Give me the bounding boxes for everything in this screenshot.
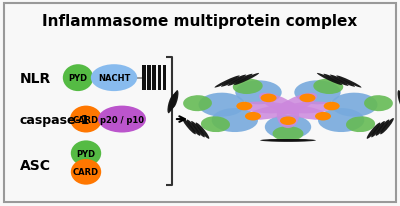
- Ellipse shape: [267, 139, 302, 142]
- Ellipse shape: [234, 74, 259, 86]
- Ellipse shape: [191, 121, 205, 138]
- Ellipse shape: [278, 93, 317, 115]
- Ellipse shape: [183, 96, 212, 112]
- FancyBboxPatch shape: [4, 4, 396, 202]
- Ellipse shape: [323, 74, 348, 87]
- Ellipse shape: [283, 107, 293, 112]
- Ellipse shape: [63, 65, 93, 92]
- Ellipse shape: [71, 141, 101, 166]
- Ellipse shape: [245, 112, 261, 121]
- Ellipse shape: [235, 81, 282, 105]
- Text: ASC: ASC: [20, 158, 51, 172]
- Ellipse shape: [272, 126, 304, 141]
- Ellipse shape: [371, 121, 385, 138]
- Bar: [142, 66, 146, 91]
- Ellipse shape: [265, 115, 311, 139]
- Ellipse shape: [380, 118, 394, 135]
- Ellipse shape: [70, 106, 102, 133]
- Ellipse shape: [376, 120, 389, 136]
- Ellipse shape: [399, 92, 400, 110]
- Text: PYD: PYD: [68, 74, 88, 83]
- Ellipse shape: [228, 74, 253, 87]
- Ellipse shape: [336, 76, 362, 88]
- Ellipse shape: [196, 123, 209, 139]
- Ellipse shape: [282, 139, 316, 142]
- Text: CARD: CARD: [73, 115, 99, 124]
- Ellipse shape: [367, 123, 380, 139]
- Ellipse shape: [281, 105, 330, 120]
- Ellipse shape: [171, 92, 177, 110]
- Bar: [152, 66, 156, 91]
- Ellipse shape: [318, 109, 364, 132]
- Ellipse shape: [168, 96, 174, 114]
- Ellipse shape: [324, 102, 340, 111]
- Ellipse shape: [331, 93, 378, 117]
- Text: NLR: NLR: [20, 71, 51, 85]
- Ellipse shape: [277, 102, 299, 128]
- Ellipse shape: [317, 74, 342, 86]
- Bar: [163, 66, 166, 91]
- Ellipse shape: [364, 96, 393, 112]
- Bar: [147, 66, 151, 91]
- Ellipse shape: [260, 139, 294, 142]
- Ellipse shape: [398, 91, 400, 108]
- Ellipse shape: [260, 94, 276, 103]
- Text: Inflammasome multiprotein complex: Inflammasome multiprotein complex: [42, 14, 358, 29]
- Ellipse shape: [91, 65, 137, 92]
- Ellipse shape: [187, 120, 200, 136]
- Ellipse shape: [294, 81, 341, 105]
- Ellipse shape: [169, 94, 175, 112]
- Ellipse shape: [212, 109, 258, 132]
- Ellipse shape: [221, 75, 246, 87]
- Text: PYD: PYD: [76, 149, 96, 158]
- Text: NACHT: NACHT: [98, 74, 130, 83]
- Ellipse shape: [198, 93, 245, 117]
- Text: CARD: CARD: [73, 167, 99, 177]
- Ellipse shape: [98, 106, 146, 133]
- Ellipse shape: [300, 94, 316, 103]
- Ellipse shape: [241, 102, 292, 114]
- Ellipse shape: [259, 93, 298, 115]
- Ellipse shape: [182, 118, 196, 135]
- Text: p20 / p10: p20 / p10: [100, 115, 144, 124]
- Ellipse shape: [246, 105, 295, 120]
- Ellipse shape: [236, 102, 252, 111]
- Ellipse shape: [313, 79, 343, 95]
- Ellipse shape: [280, 117, 296, 125]
- Ellipse shape: [284, 102, 335, 114]
- Text: caspase-1: caspase-1: [20, 113, 90, 126]
- Ellipse shape: [233, 79, 263, 95]
- Ellipse shape: [315, 112, 331, 121]
- Ellipse shape: [71, 159, 101, 185]
- Ellipse shape: [172, 91, 178, 108]
- Ellipse shape: [274, 139, 309, 142]
- Ellipse shape: [201, 117, 230, 132]
- Bar: [158, 66, 161, 91]
- Ellipse shape: [330, 75, 355, 87]
- Ellipse shape: [214, 76, 240, 88]
- Ellipse shape: [346, 117, 375, 132]
